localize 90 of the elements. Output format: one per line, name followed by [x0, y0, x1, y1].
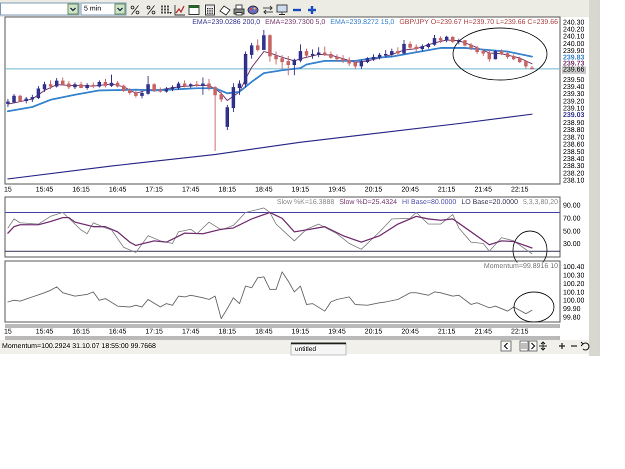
- candlestick: [250, 42, 254, 60]
- candlestick: [347, 56, 351, 66]
- candlestick: [170, 84, 174, 92]
- candlestick: [432, 34, 436, 46]
- candlestick: [98, 80, 102, 88]
- candlestick: [444, 35, 448, 43]
- candlestick: [384, 50, 388, 58]
- candlestick: [91, 82, 95, 89]
- candlestick: [488, 50, 492, 62]
- candlestick: [530, 66, 534, 70]
- candlestick: [390, 48, 394, 58]
- candlestick: [262, 30, 266, 51]
- candlestick: [232, 82, 236, 112]
- candlestick: [354, 60, 358, 70]
- candlestick: [304, 48, 308, 58]
- candlestick: [360, 59, 364, 70]
- candlestick: [226, 104, 230, 130]
- candlestick: [292, 58, 296, 76]
- candlestick: [335, 54, 339, 62]
- candlestick: [500, 48, 504, 56]
- candlestick: [310, 48, 314, 60]
- candlestick: [316, 46, 320, 58]
- candlestick: [54, 78, 58, 88]
- candlestick: [408, 41, 412, 50]
- candlestick: [18, 94, 22, 102]
- candlestick: [463, 40, 467, 47]
- candlestick: [104, 78, 108, 88]
- candlestick: [366, 56, 370, 64]
- candlestick: [42, 81, 46, 92]
- candlestick: [341, 54, 345, 64]
- candlestick: [274, 51, 278, 65]
- candlestick: [298, 44, 302, 63]
- candlestick: [238, 80, 242, 96]
- candlestick: [524, 60, 528, 70]
- candlestick: [128, 88, 132, 96]
- candlestick: [329, 51, 333, 60]
- candlestick: [481, 48, 485, 56]
- candlestick: [158, 87, 162, 94]
- candlestick: [280, 54, 284, 70]
- candlestick: [506, 52, 510, 60]
- candlestick: [426, 42, 430, 50]
- candlestick: [73, 82, 77, 90]
- candlestick: [140, 90, 144, 99]
- candlestick: [469, 42, 473, 51]
- candlestick: [79, 81, 83, 89]
- candlestick: [518, 56, 522, 64]
- candlestick: [188, 82, 192, 89]
- candlestick: [323, 46, 327, 56]
- candlestick: [110, 74, 114, 88]
- candlestick: [182, 80, 186, 88]
- candlestick: [30, 94, 34, 102]
- candlestick: [378, 52, 382, 60]
- candlestick: [12, 94, 16, 104]
- line-series: [7, 47, 533, 112]
- line-series: [7, 114, 533, 180]
- candlestick: [176, 81, 180, 90]
- candlestick: [414, 44, 418, 52]
- line-series: [7, 40, 532, 105]
- line-series: [7, 271, 532, 320]
- candlestick: [512, 54, 516, 61]
- candlestick: [122, 84, 126, 92]
- candlestick: [244, 51, 248, 88]
- candlestick: [207, 78, 211, 91]
- candlestick: [24, 96, 28, 104]
- candlestick: [219, 91, 223, 102]
- candlestick: [6, 98, 10, 108]
- candlestick: [201, 77, 205, 96]
- candlestick: [396, 46, 400, 56]
- candlestick: [438, 36, 442, 44]
- candlestick: [494, 50, 498, 60]
- candlestick: [36, 86, 40, 100]
- candlestick: [85, 82, 89, 90]
- candlestick: [146, 76, 150, 96]
- candlestick: [402, 40, 406, 55]
- candlestick: [268, 34, 272, 62]
- candlestick: [372, 54, 376, 62]
- candlestick: [67, 80, 71, 90]
- candlestick: [213, 86, 217, 152]
- candlestick: [116, 80, 120, 88]
- candlestick: [451, 36, 454, 44]
- candlestick: [475, 45, 479, 54]
- candlestick: [195, 80, 199, 88]
- candlestick: [152, 82, 156, 92]
- candlestick: [256, 38, 260, 52]
- candlestick: [61, 77, 65, 86]
- candlestick: [164, 86, 168, 94]
- candlestick: [286, 55, 290, 76]
- candlestick: [48, 80, 52, 90]
- candlestick: [420, 44, 424, 52]
- candlestick: [134, 90, 138, 98]
